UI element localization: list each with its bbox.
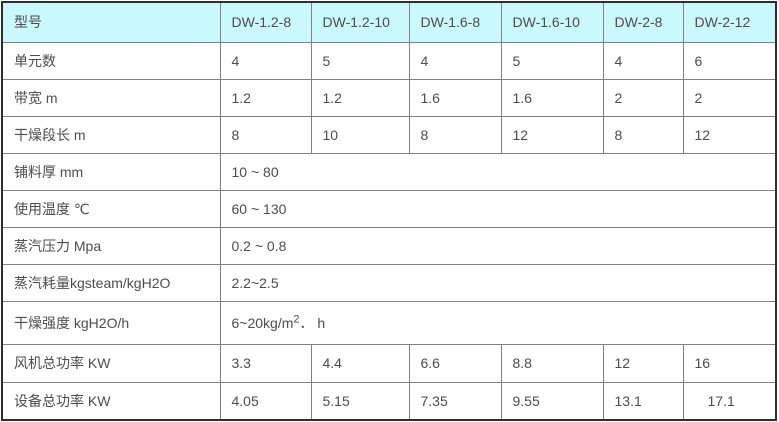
table-row-units: 单元数 4 5 4 5 4 6 — [1, 41, 777, 80]
header-model-col: DW-1.6-8 — [408, 1, 502, 43]
merged-value-cell: 6~20kg/m2． h — [219, 300, 777, 345]
value-cell: 7.35 — [408, 381, 502, 421]
value-text: 6~20kg/m — [231, 314, 294, 331]
value-cell: 8 — [408, 115, 502, 154]
value-cell: 13.1 — [602, 381, 684, 421]
table-row-steam-consumption: 蒸汽耗量kgsteam/kgH2O 2.2~2.5 — [1, 263, 777, 302]
value-cell: 12 — [682, 115, 777, 154]
table-row-total-power: 设备总功率 KW 4.05 5.15 7.35 9.55 13.1 17.1 — [1, 381, 777, 421]
header-model-label: 型号 — [1, 1, 221, 43]
value-cell: 12 — [602, 343, 684, 383]
value-cell: 4.05 — [219, 381, 312, 421]
value-cell: 1.6 — [500, 78, 604, 117]
table-row-fan-power: 风机总功率 KW 3.3 4.4 6.6 8.8 12 16 — [1, 343, 777, 383]
table-row-belt-width: 带宽 m 1.2 1.2 1.6 1.6 2 2 — [1, 78, 777, 117]
merged-value-cell: 10 ~ 80 — [219, 152, 777, 191]
table-row-drying-intensity: 干燥强度 kgH2O/h 6~20kg/m2． h — [1, 300, 777, 345]
row-label: 蒸汽耗量kgsteam/kgH2O — [1, 263, 221, 302]
value-cell: 4 — [408, 41, 502, 80]
value-cell: 10 — [310, 115, 410, 154]
value-text: ． h — [299, 314, 326, 331]
value-cell: 12 — [500, 115, 604, 154]
value-cell: 16 — [682, 343, 777, 383]
header-model-col: DW-1.2-8 — [219, 1, 312, 43]
value-cell: 2 — [602, 78, 684, 117]
value-cell: 4 — [602, 41, 684, 80]
row-label: 设备总功率 KW — [1, 381, 221, 421]
superscript: 2 — [293, 312, 300, 325]
value-cell: 9.55 — [500, 381, 604, 421]
row-label: 带宽 m — [1, 78, 221, 117]
value-cell: 6.6 — [408, 343, 502, 383]
header-model-col: DW-1.2-10 — [310, 1, 410, 43]
value-cell: 4 — [219, 41, 312, 80]
value-cell: 5 — [500, 41, 604, 80]
value-cell: 8 — [602, 115, 684, 154]
table-header-row: 型号 DW-1.2-8 DW-1.2-10 DW-1.6-8 DW-1.6-10… — [1, 1, 777, 43]
value-cell: 2 — [682, 78, 777, 117]
value-cell: 1.2 — [219, 78, 312, 117]
merged-value-cell: 0.2 ~ 0.8 — [219, 226, 777, 265]
table-row-drying-length: 干燥段长 m 8 10 8 12 8 12 — [1, 115, 777, 154]
value-cell: 1.6 — [408, 78, 502, 117]
value-cell: 3.3 — [219, 343, 312, 383]
value-cell: 8.8 — [500, 343, 604, 383]
row-label: 蒸汽压力 Mpa — [1, 226, 221, 265]
value-cell: 4.4 — [310, 343, 410, 383]
row-label: 干燥段长 m — [1, 115, 221, 154]
value-cell: 8 — [219, 115, 312, 154]
header-model-col: DW-1.6-10 — [500, 1, 604, 43]
table-row-material-thickness: 铺料厚 mm 10 ~ 80 — [1, 152, 777, 191]
value-cell: 17.1 — [682, 381, 777, 421]
value-cell: 6 — [682, 41, 777, 80]
merged-value-cell: 2.2~2.5 — [219, 263, 777, 302]
value-cell: 5 — [310, 41, 410, 80]
value-cell: 1.2 — [310, 78, 410, 117]
row-label: 风机总功率 KW — [1, 343, 221, 383]
header-model-col: DW-2-12 — [682, 1, 777, 43]
header-model-col: DW-2-8 — [602, 1, 684, 43]
table-row-operating-temp: 使用温度 ℃ 60 ~ 130 — [1, 189, 777, 228]
value-cell: 5.15 — [310, 381, 410, 421]
merged-value-cell: 60 ~ 130 — [219, 189, 777, 228]
row-label: 干燥强度 kgH2O/h — [1, 300, 221, 345]
row-label: 单元数 — [1, 41, 221, 80]
table-row-steam-pressure: 蒸汽压力 Mpa 0.2 ~ 0.8 — [1, 226, 777, 265]
row-label: 铺料厚 mm — [1, 152, 221, 191]
row-label: 使用温度 ℃ — [1, 189, 221, 228]
